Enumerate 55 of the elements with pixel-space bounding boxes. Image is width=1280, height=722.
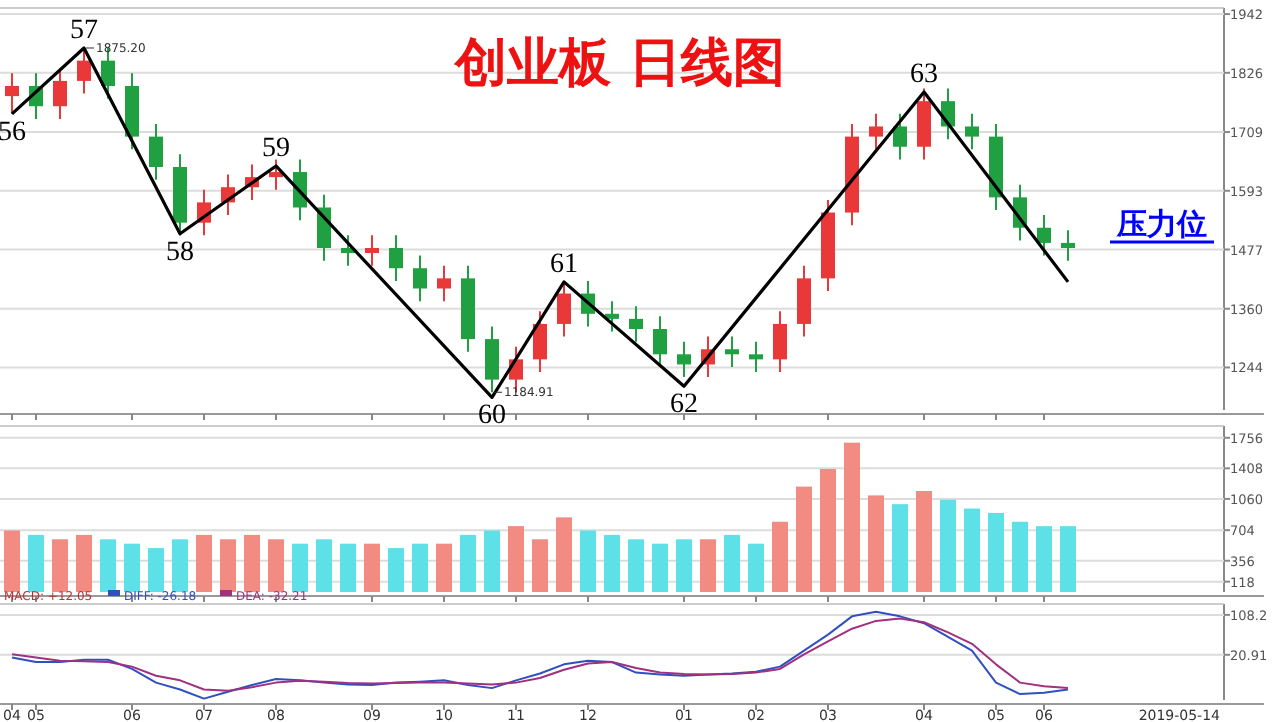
annotation: 58 xyxy=(166,237,194,268)
bar xyxy=(268,539,284,592)
ref-line-label: 压力位 xyxy=(1115,205,1207,242)
annotation: 63 xyxy=(910,60,938,91)
bar xyxy=(100,539,116,592)
bar xyxy=(364,543,380,592)
bar xyxy=(484,530,500,592)
bar xyxy=(292,543,308,592)
bar xyxy=(868,495,884,592)
bar xyxy=(652,543,668,592)
bar xyxy=(940,499,956,592)
bar xyxy=(436,543,452,592)
bar xyxy=(772,521,788,592)
bar xyxy=(244,534,260,592)
bar xyxy=(820,469,836,592)
bar xyxy=(628,539,644,592)
bar xyxy=(148,548,164,592)
bar xyxy=(52,539,68,592)
bar xyxy=(556,517,572,592)
annotation: 62 xyxy=(670,390,698,421)
annotation: 56 xyxy=(0,117,26,148)
bar xyxy=(316,539,332,592)
annotation: 60 xyxy=(478,401,506,432)
bar xyxy=(124,543,140,592)
bar xyxy=(1060,526,1076,592)
bar xyxy=(748,543,764,592)
bar xyxy=(4,530,20,592)
bar xyxy=(988,512,1004,592)
text: 创业板 日线图 xyxy=(452,34,786,94)
bar xyxy=(508,526,524,592)
bar xyxy=(916,490,932,592)
annotation: 57 xyxy=(70,16,98,46)
bar xyxy=(676,539,692,592)
bar xyxy=(796,486,812,592)
bar xyxy=(28,534,44,592)
bar xyxy=(1036,526,1052,592)
bar xyxy=(844,442,860,592)
bar xyxy=(196,534,212,592)
bar xyxy=(724,534,740,592)
bar xyxy=(532,539,548,592)
bar xyxy=(700,539,716,592)
bar xyxy=(1012,521,1028,592)
annotation: 59 xyxy=(262,133,290,164)
bar xyxy=(580,530,596,592)
bar xyxy=(388,548,404,592)
bar xyxy=(964,508,980,592)
bar xyxy=(76,534,92,592)
bar xyxy=(340,543,356,592)
bar xyxy=(220,539,236,592)
bar xyxy=(460,534,476,592)
bar xyxy=(172,539,188,592)
bar xyxy=(412,543,428,592)
bar xyxy=(604,534,620,592)
bar xyxy=(892,504,908,592)
annotation: 61 xyxy=(550,249,578,280)
